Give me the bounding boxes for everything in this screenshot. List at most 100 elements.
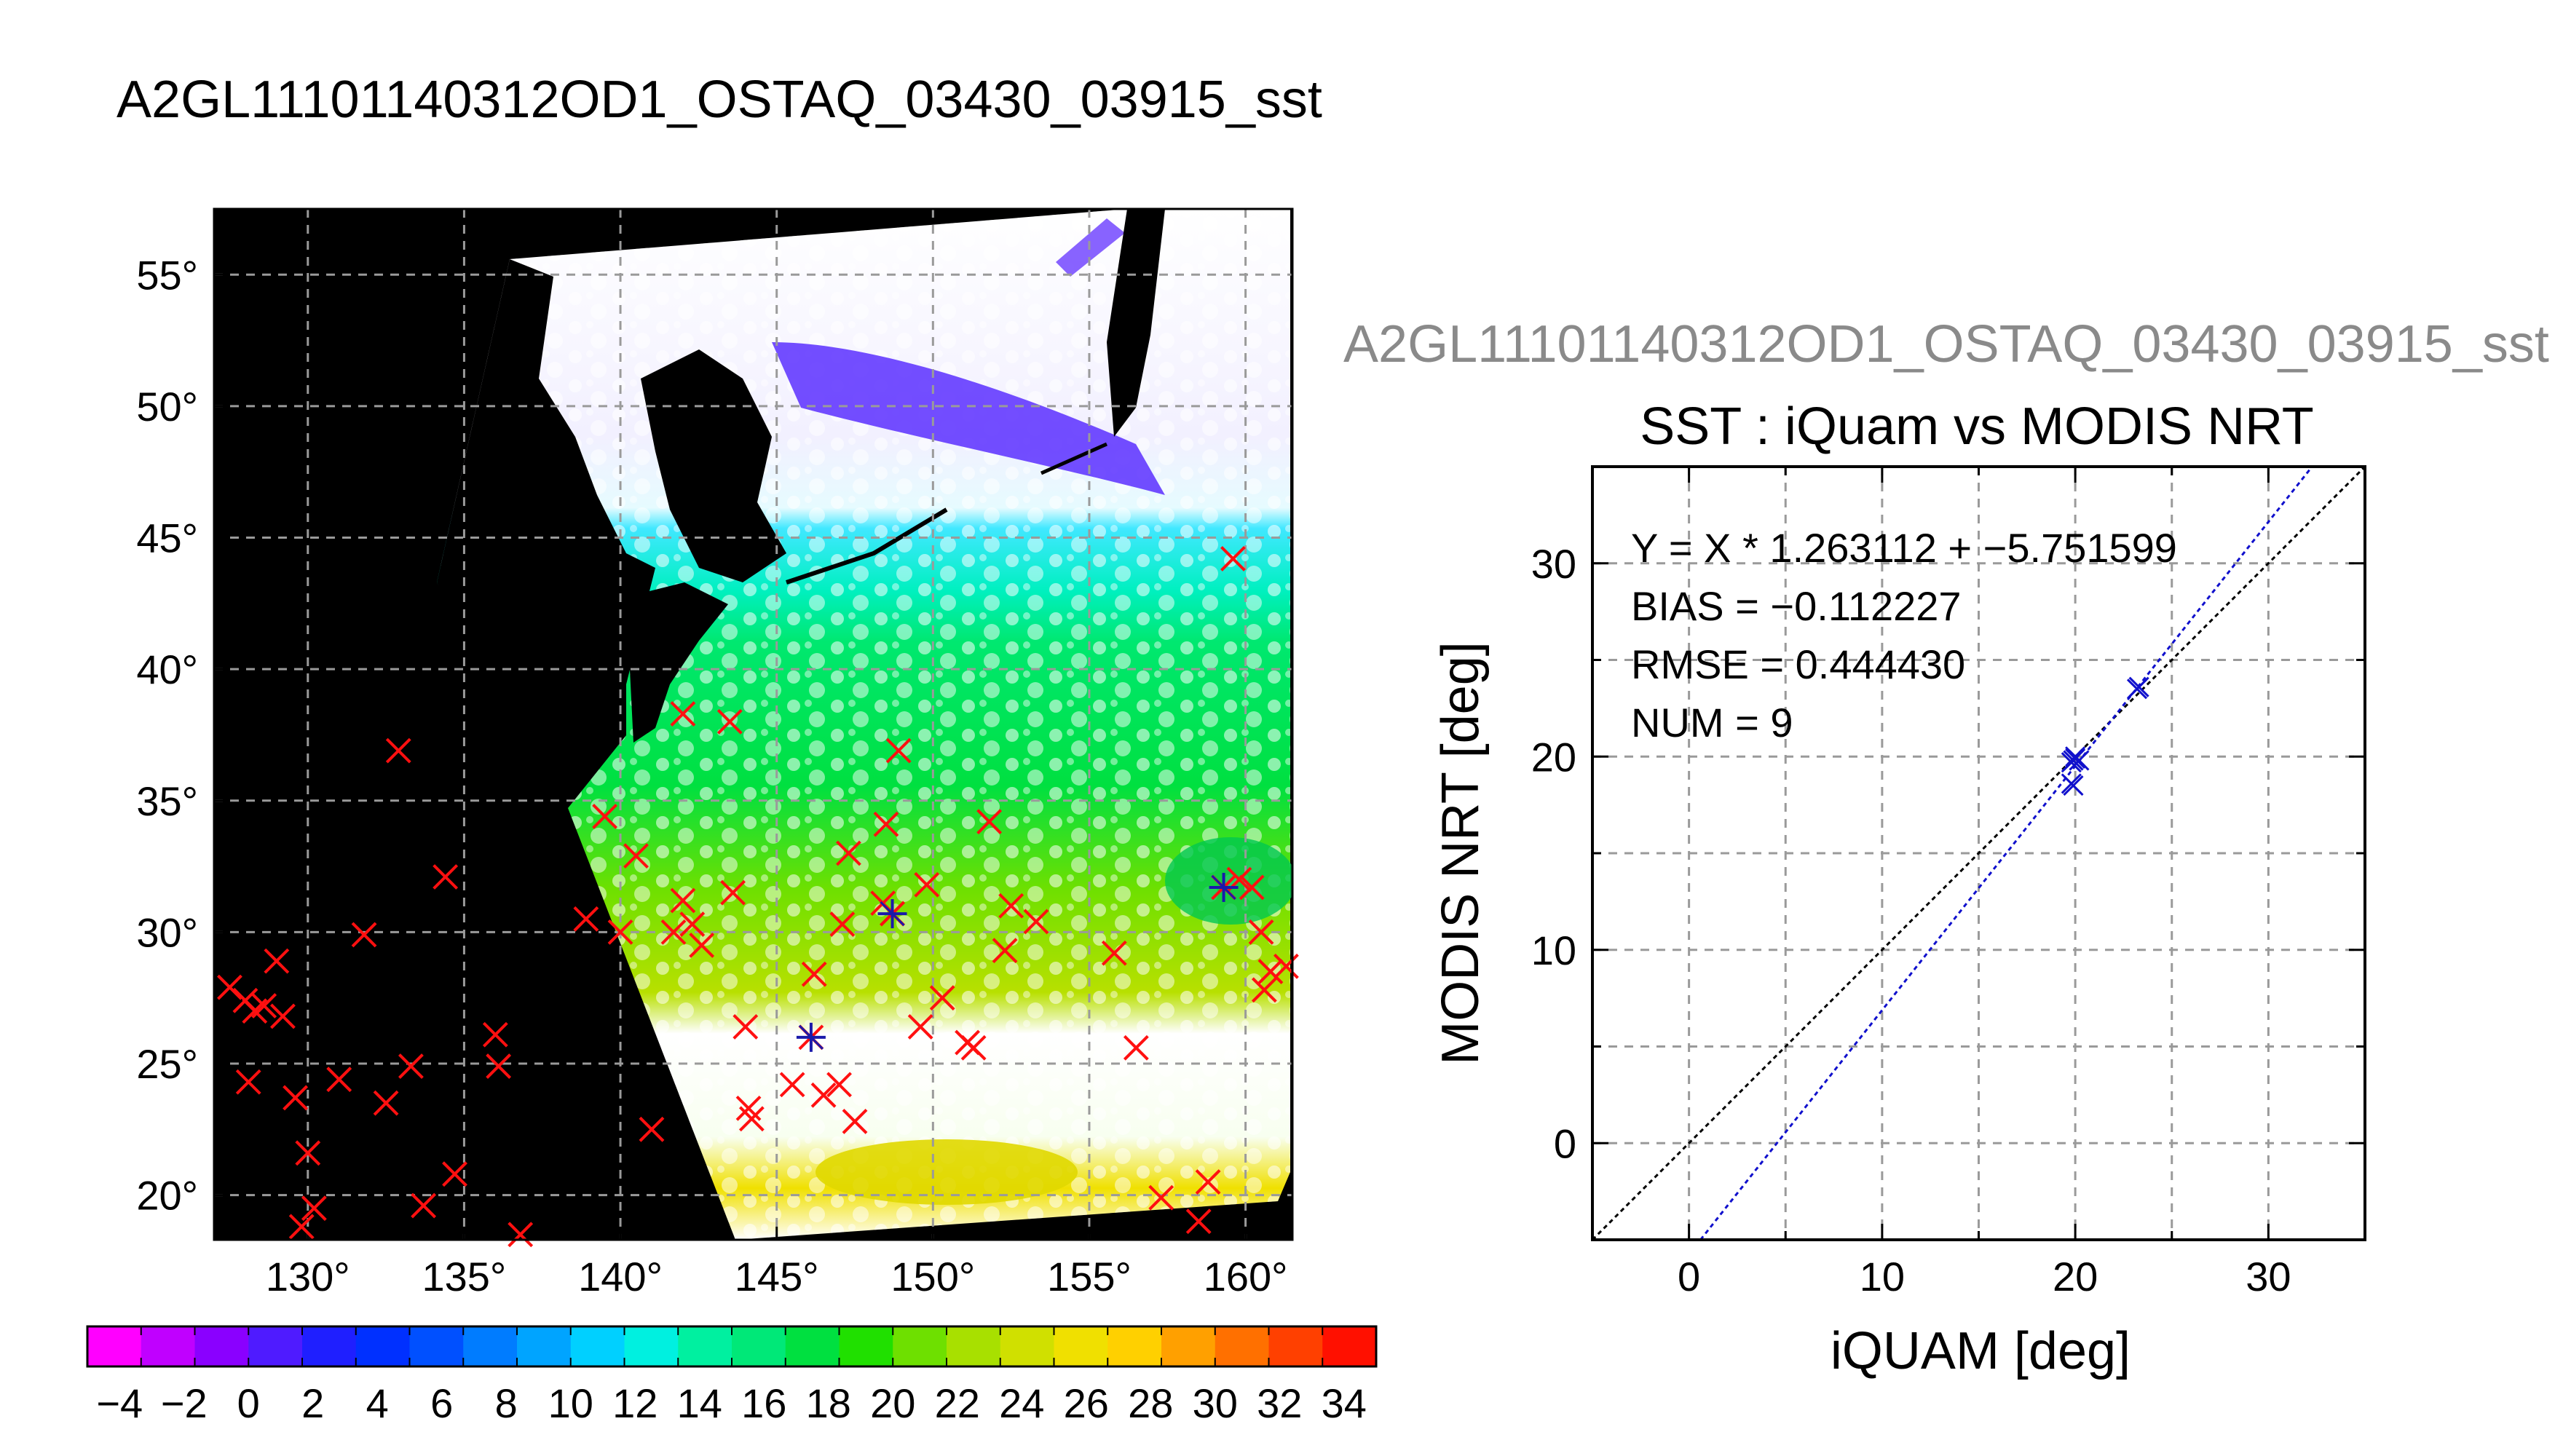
- land-honshu-north: [626, 582, 728, 743]
- map-tick-label-lon: 140°: [578, 1254, 663, 1299]
- scatter-tick-label-x: 30: [2246, 1254, 2291, 1299]
- iquam-point-red: [351, 922, 377, 948]
- iquam-point-red: [283, 1085, 309, 1111]
- iquam-point-red: [720, 879, 746, 906]
- scatter-tick-label-x: 20: [2053, 1254, 2098, 1299]
- map-tick-label-lon: 145°: [735, 1254, 819, 1299]
- colorbar-label: 12: [612, 1380, 657, 1426]
- colorbar-segment: [624, 1326, 679, 1366]
- scatter-plot: SST : iQuam vs MODIS NRT 0 10 20 300102030 …: [1431, 397, 2366, 1380]
- iquam-point-red: [411, 1192, 437, 1219]
- iquam-point-red: [670, 701, 696, 727]
- colorbar-segment: [1054, 1326, 1109, 1366]
- scatter-xlabel: iQUAM [deg]: [1831, 1322, 2131, 1380]
- colorbar-segment: [1322, 1326, 1377, 1366]
- colorbar-label: 30: [1193, 1380, 1238, 1426]
- colorbar-label: 28: [1128, 1380, 1173, 1426]
- iquam-point-red: [829, 911, 856, 937]
- scatter-annotation: NUM = 9: [1631, 700, 1793, 745]
- colorbar-label: 2: [301, 1380, 324, 1426]
- map-tick-label-lon: 130°: [266, 1254, 350, 1299]
- iquam-point-red: [836, 840, 861, 866]
- iquam-point-red: [1251, 977, 1277, 1003]
- iquam-point-red: [607, 919, 633, 945]
- colorbar-segment: [141, 1326, 196, 1366]
- land-hokkaido-region: [641, 349, 786, 582]
- iquam-point-red: [217, 974, 242, 1000]
- colorbar-frame: [86, 1325, 1378, 1368]
- warm-water-patch: [816, 1139, 1078, 1205]
- scatter-ylabel: MODIS NRT [deg]: [1431, 641, 1490, 1065]
- iquam-point-red: [1273, 953, 1299, 979]
- iquam-point-red: [1248, 919, 1274, 945]
- colorbar-label: 20: [870, 1380, 915, 1426]
- colorbar-segment: [1107, 1326, 1162, 1366]
- map-tick-label-lon: 160°: [1204, 1254, 1288, 1299]
- scatter-frame: [1591, 465, 2366, 1241]
- map-tick-label-lat: 50°: [136, 384, 198, 430]
- scatter-tick-label-y: 30: [1531, 541, 1576, 587]
- iquam-point-red: [433, 864, 459, 890]
- colorbar-segment: [947, 1326, 1001, 1366]
- map-tick-label-lat: 20°: [136, 1173, 198, 1219]
- iquam-point-red: [660, 919, 687, 945]
- iquam-point-red: [873, 811, 899, 837]
- matched-point-blue: [1209, 872, 1239, 902]
- iquam-point-red: [976, 809, 1003, 835]
- iquam-point-red: [373, 1090, 399, 1116]
- colorbar-label: −4: [96, 1380, 143, 1426]
- scatter-points: [2061, 676, 2149, 796]
- iquam-point-red: [288, 1214, 315, 1240]
- colorbar-segment: [1268, 1326, 1324, 1366]
- scatter-lines: [1591, 465, 2366, 1241]
- island-chain: [786, 507, 948, 585]
- scatter-annotation: BIAS = −0.112227: [1631, 583, 1962, 629]
- iquam-point-red: [842, 1109, 868, 1134]
- map-points: [217, 546, 1299, 1248]
- iquam-point-red: [639, 1116, 665, 1142]
- scatter-point: [2061, 773, 2082, 794]
- iquam-point-red: [679, 911, 706, 937]
- iquam-point-red: [826, 1072, 852, 1098]
- map-tick-label-lon: 155°: [1047, 1254, 1132, 1299]
- colorbar-label: 26: [1064, 1380, 1109, 1426]
- iquam-point-red: [779, 1072, 805, 1098]
- colorbar-segment: [1000, 1326, 1055, 1366]
- colorbar-label: 18: [806, 1380, 851, 1426]
- iquam-point-red: [1023, 909, 1049, 935]
- iquam-point-red: [992, 938, 1018, 964]
- iquam-point-red: [486, 1053, 512, 1080]
- scatter-point: [2128, 676, 2149, 697]
- map-tick-label-lat: 30°: [136, 909, 198, 955]
- scatter-ticks: 0 10 20 30 0 10 20 30: [1531, 465, 2366, 1299]
- map-tick-label-lat: 55°: [136, 252, 198, 298]
- colorbar-label: 8: [495, 1380, 518, 1426]
- scatter-tick-label-x: 0: [1678, 1254, 1700, 1299]
- colorbar-label: 4: [366, 1380, 389, 1426]
- colorbar-segment: [1215, 1326, 1270, 1366]
- iquam-point-red: [955, 1029, 980, 1056]
- colorbar-label: 0: [237, 1380, 260, 1426]
- map-grid: [214, 209, 1292, 1240]
- colorbar-label: 32: [1257, 1380, 1302, 1426]
- iquam-point-red: [801, 961, 827, 987]
- iquam-point-red: [914, 871, 940, 898]
- colorbar-label: 22: [935, 1380, 980, 1426]
- iquam-point-red: [1123, 1034, 1149, 1061]
- iquam-point-red: [623, 843, 649, 869]
- colorbar-segment: [893, 1326, 947, 1366]
- scatter-grid: [1592, 467, 2365, 1240]
- one-to-one-line: [1591, 465, 2366, 1241]
- secondary-title: A2GL11101140312OD1_OSTAQ_03430_03915_sst: [1343, 315, 2549, 373]
- colorbar-segment: [302, 1326, 357, 1366]
- iquam-point-red: [592, 804, 618, 829]
- iquam-point-red: [907, 1013, 933, 1040]
- scatter-tick-label-y: 0: [1554, 1120, 1576, 1166]
- iquam-point-red: [670, 887, 696, 914]
- cold-water-band: [772, 342, 1165, 495]
- regression-fit-line: [1699, 466, 2313, 1241]
- matched-point-blue: [877, 899, 907, 929]
- iquam-point-red: [1185, 1208, 1212, 1235]
- island-chain-east: [1040, 442, 1108, 475]
